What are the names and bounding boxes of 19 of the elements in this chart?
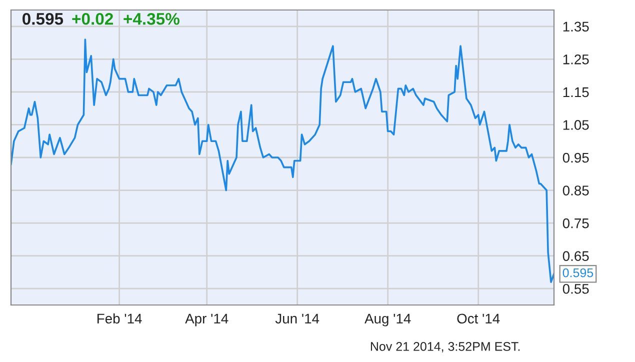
- x-tick-label: Oct '14: [457, 314, 500, 324]
- y-tick-label: 1.25: [563, 54, 589, 64]
- x-tick-label: Feb '14: [98, 313, 142, 324]
- x-tick-label: Apr '14: [185, 314, 228, 326]
- y-tick-label: 1.15: [563, 87, 589, 98]
- x-tick-label: Aug '14: [364, 314, 411, 326]
- y-tick-label: 1.05: [563, 120, 589, 130]
- line-series: [11, 38, 554, 283]
- annotation: 0.595: [562, 268, 594, 278]
- text: Nov 21 2014, 3:52PM EST.: [370, 342, 520, 352]
- y-tick-label: 1.35: [563, 22, 589, 32]
- y-tick-label: 0.85: [562, 186, 589, 196]
- y-tick-label: 0.65: [562, 251, 589, 262]
- chart-subtitle: +0.02 +4.35%: [72, 12, 180, 25]
- y-tick-label: 0.95: [562, 152, 589, 163]
- y-tick-label: 0.75: [562, 218, 589, 228]
- x-tick-label: Jun '14: [275, 314, 320, 324]
- y-tick-label: 0.55: [562, 284, 589, 294]
- chart-title: 0.595: [22, 12, 64, 25]
